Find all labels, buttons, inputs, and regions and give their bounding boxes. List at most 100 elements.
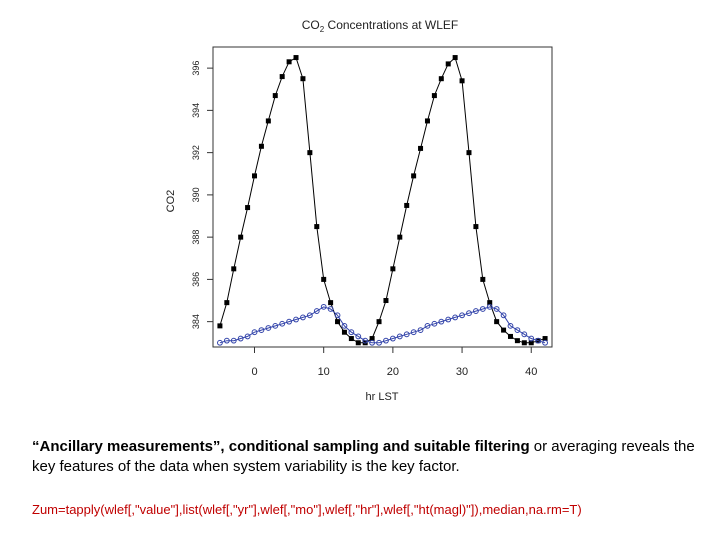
data-point <box>452 55 458 61</box>
data-point <box>389 335 396 342</box>
data-point <box>355 333 362 340</box>
data-point <box>300 76 306 82</box>
data-point <box>410 329 417 336</box>
data-point <box>438 318 445 325</box>
data-point <box>300 314 306 321</box>
series-line <box>219 306 546 344</box>
data-point <box>397 234 403 240</box>
x-tick-label: 30 <box>456 366 468 378</box>
data-point <box>307 150 313 156</box>
data-point <box>472 308 479 314</box>
y-tick-label: 392 <box>191 145 201 160</box>
data-point <box>258 327 265 333</box>
series-layer <box>217 55 548 346</box>
data-point <box>230 337 237 344</box>
data-point <box>417 327 424 333</box>
r-code-line: Zum=tapply(wlef[,"value"],list(wlef[,"yr… <box>32 502 582 517</box>
data-point <box>479 306 486 312</box>
y-tick-label: 386 <box>191 272 201 287</box>
data-point <box>335 319 341 325</box>
data-point <box>424 118 430 124</box>
data-point <box>237 335 244 342</box>
data-point <box>327 306 334 312</box>
y-axis-label: CO2 <box>165 190 177 213</box>
data-point <box>265 118 271 124</box>
data-point <box>279 74 285 80</box>
data-point <box>390 266 396 272</box>
data-point <box>279 320 286 327</box>
series-line <box>219 56 546 344</box>
data-point <box>396 333 403 340</box>
data-point <box>418 145 424 151</box>
data-point <box>362 337 369 344</box>
data-point <box>514 327 521 333</box>
data-point <box>411 173 417 179</box>
data-point <box>431 320 438 327</box>
data-point <box>507 333 513 339</box>
data-point <box>238 234 244 240</box>
data-point <box>272 322 279 329</box>
data-point <box>445 61 451 67</box>
data-point <box>355 340 361 346</box>
data-point <box>424 322 431 329</box>
caption-rest: or averaging reveals the key features of… <box>32 438 695 475</box>
data-point <box>521 331 528 338</box>
data-point <box>521 340 527 346</box>
data-point <box>217 323 223 329</box>
data-point <box>376 339 382 346</box>
data-point <box>258 143 264 149</box>
data-point <box>383 298 389 304</box>
chart-title-rest: Concentrations at WLEF <box>324 18 458 32</box>
data-point <box>473 224 479 230</box>
data-point <box>431 93 437 99</box>
data-point <box>438 76 444 82</box>
data-point <box>376 319 382 325</box>
data-point <box>404 202 410 208</box>
data-point <box>514 338 520 344</box>
data-point <box>231 266 237 272</box>
x-axis-label: hr LST <box>365 391 398 403</box>
data-point <box>341 322 348 329</box>
data-point <box>223 337 230 344</box>
data-point <box>535 337 542 344</box>
data-point <box>224 300 230 306</box>
x-tick-label: 10 <box>318 366 330 378</box>
data-point <box>293 316 299 323</box>
x-tick-label: 40 <box>525 366 537 378</box>
co2-chart: CO2 Concentrations at WLEF 0 10 20 30 40 384… <box>165 18 553 403</box>
chart-title-subscript: 2 <box>320 25 325 34</box>
data-point <box>507 322 514 329</box>
y-tick-label: 384 <box>191 314 201 329</box>
x-tick-label: 0 <box>251 366 257 378</box>
data-point <box>313 308 320 314</box>
y-tick-label: 394 <box>191 103 201 118</box>
y-tick-label: 396 <box>191 61 201 76</box>
data-point <box>528 335 535 342</box>
data-point <box>403 331 410 338</box>
data-point <box>542 336 548 342</box>
data-point <box>480 276 486 282</box>
plot-frame <box>212 46 553 348</box>
data-point <box>528 340 534 346</box>
data-point <box>369 339 376 346</box>
x-tick-label: 20 <box>387 366 399 378</box>
data-point <box>244 333 251 340</box>
data-point <box>306 312 313 319</box>
data-point <box>321 276 327 282</box>
series-1 <box>217 303 548 346</box>
data-point <box>251 329 258 336</box>
data-point <box>466 310 472 317</box>
data-point <box>486 303 493 310</box>
data-point <box>466 150 472 156</box>
chart-title: CO2 Concentrations at WLEF <box>302 18 459 34</box>
data-point <box>245 205 251 211</box>
caption-emphasis: “Ancillary measurements”, conditional sa… <box>32 438 530 455</box>
data-point <box>459 312 465 319</box>
y-tick-label: 388 <box>191 230 201 245</box>
data-point <box>542 339 548 346</box>
data-point <box>265 325 272 331</box>
data-point <box>286 59 292 65</box>
data-point <box>501 327 507 333</box>
data-point <box>293 55 299 61</box>
chart-title-main: CO <box>302 18 320 32</box>
